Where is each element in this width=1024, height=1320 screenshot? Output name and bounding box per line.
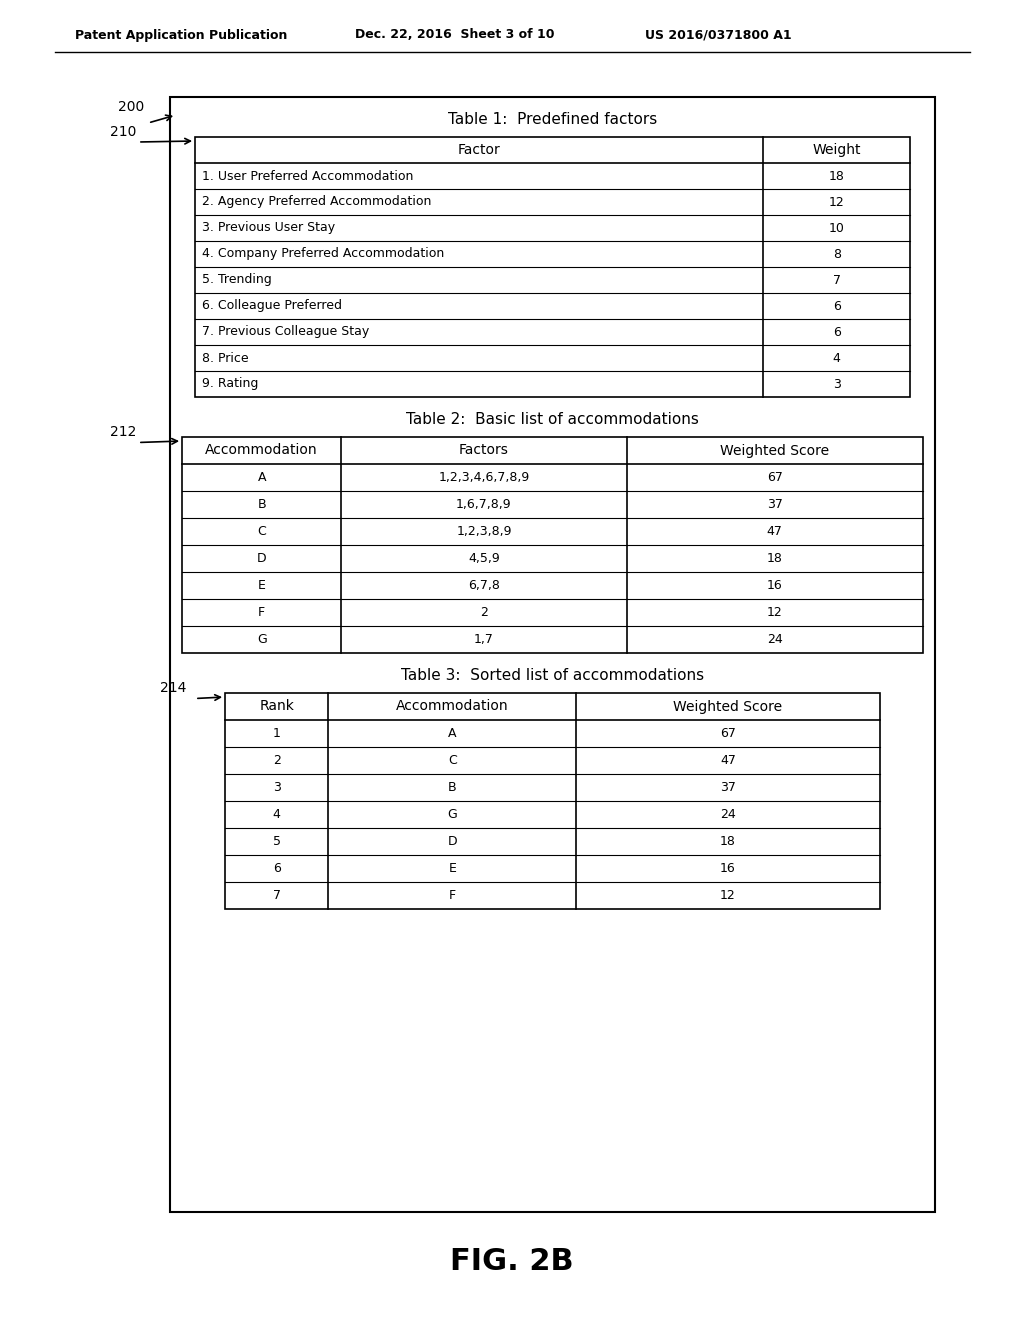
Text: Weighted Score: Weighted Score [720,444,829,458]
Text: G: G [257,634,266,645]
Text: 5: 5 [272,836,281,847]
Text: 1,6,7,8,9: 1,6,7,8,9 [456,498,512,511]
Text: FIG. 2B: FIG. 2B [451,1247,573,1276]
Text: 4. Company Preferred Accommodation: 4. Company Preferred Accommodation [202,248,444,260]
Text: 3. Previous User Stay: 3. Previous User Stay [202,222,335,235]
Text: F: F [258,606,265,619]
Text: 10: 10 [828,222,845,235]
Text: 12: 12 [828,195,845,209]
Text: 18: 18 [767,552,782,565]
Text: 8: 8 [833,248,841,260]
Text: 67: 67 [767,471,782,484]
Text: C: C [257,525,266,539]
Text: Accommodation: Accommodation [396,700,509,714]
Bar [182,437,923,653]
Text: US 2016/0371800 A1: US 2016/0371800 A1 [645,29,792,41]
Text: 6,7,8: 6,7,8 [468,579,500,591]
Text: 16: 16 [767,579,782,591]
Text: 24: 24 [720,808,736,821]
Text: 12: 12 [720,888,736,902]
Text: 6: 6 [833,300,841,313]
Text: 2: 2 [480,606,487,619]
Text: 210: 210 [110,125,136,139]
Text: 12: 12 [767,606,782,619]
Text: Patent Application Publication: Patent Application Publication [75,29,288,41]
Text: E: E [258,579,265,591]
Text: Table 1:  Predefined factors: Table 1: Predefined factors [447,111,657,127]
Text: Table 2:  Basic list of accommodations: Table 2: Basic list of accommodations [407,412,699,426]
Text: 3: 3 [833,378,841,391]
Text: 6: 6 [272,862,281,875]
Text: 4: 4 [833,351,841,364]
Text: 1,2,3,8,9: 1,2,3,8,9 [457,525,512,539]
Bar [170,96,935,1212]
Text: 24: 24 [767,634,782,645]
Text: 6: 6 [833,326,841,338]
Text: 1: 1 [272,727,281,741]
Text: 18: 18 [720,836,736,847]
Text: Factor: Factor [458,143,501,157]
Text: 1. User Preferred Accommodation: 1. User Preferred Accommodation [202,169,414,182]
Text: A: A [257,471,266,484]
Text: 9. Rating: 9. Rating [202,378,258,391]
Text: 47: 47 [767,525,782,539]
Text: 7: 7 [833,273,841,286]
Text: Weight: Weight [812,143,861,157]
Text: C: C [447,754,457,767]
Text: A: A [449,727,457,741]
Text: D: D [447,836,457,847]
Bar [195,137,910,397]
Text: Factors: Factors [459,444,509,458]
Text: Dec. 22, 2016  Sheet 3 of 10: Dec. 22, 2016 Sheet 3 of 10 [355,29,555,41]
Text: B: B [257,498,266,511]
Text: Rank: Rank [259,700,294,714]
Text: E: E [449,862,457,875]
Text: 67: 67 [720,727,736,741]
Text: 2: 2 [272,754,281,767]
Text: 2. Agency Preferred Accommodation: 2. Agency Preferred Accommodation [202,195,431,209]
Text: 1,2,3,4,6,7,8,9: 1,2,3,4,6,7,8,9 [438,471,529,484]
Text: G: G [447,808,457,821]
Text: Accommodation: Accommodation [206,444,318,458]
Text: 4,5,9: 4,5,9 [468,552,500,565]
Text: F: F [449,888,456,902]
Text: 7: 7 [272,888,281,902]
Text: 3: 3 [272,781,281,795]
Text: 18: 18 [828,169,845,182]
Text: 47: 47 [720,754,736,767]
Text: 8. Price: 8. Price [202,351,249,364]
Text: Table 3:  Sorted list of accommodations: Table 3: Sorted list of accommodations [401,668,705,682]
Text: 6. Colleague Preferred: 6. Colleague Preferred [202,300,342,313]
Text: 16: 16 [720,862,736,875]
Text: 1,7: 1,7 [474,634,494,645]
Bar [225,693,880,909]
Text: 200: 200 [118,100,144,114]
Text: B: B [447,781,457,795]
Text: Weighted Score: Weighted Score [674,700,782,714]
Text: 37: 37 [767,498,782,511]
Text: 214: 214 [160,681,186,696]
Text: 7. Previous Colleague Stay: 7. Previous Colleague Stay [202,326,370,338]
Text: D: D [257,552,266,565]
Text: 37: 37 [720,781,736,795]
Text: 5. Trending: 5. Trending [202,273,271,286]
Text: 4: 4 [272,808,281,821]
Text: 212: 212 [110,425,136,440]
